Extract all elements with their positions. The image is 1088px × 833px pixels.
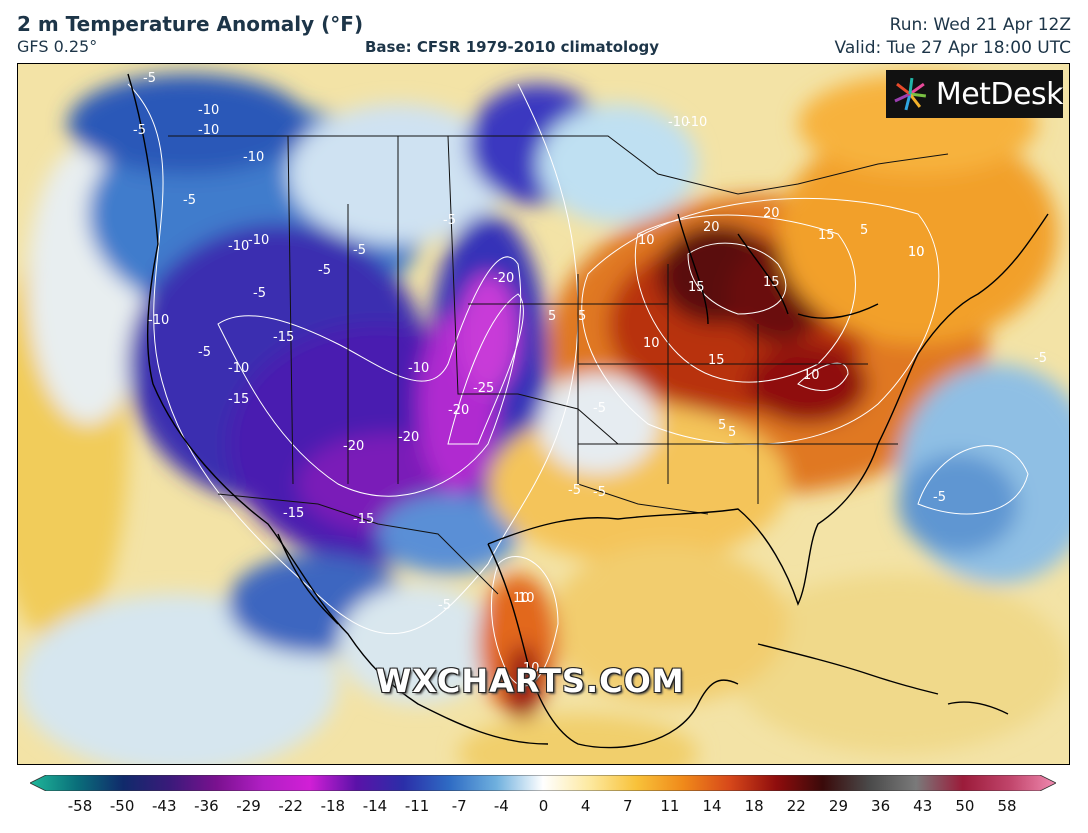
contour-label: -5 <box>1034 351 1047 366</box>
contour-label: 10 <box>643 336 660 351</box>
contour-label: -5 <box>143 71 156 86</box>
colorbar-tick-label: -36 <box>194 797 219 815</box>
colorbar-tick-label: -4 <box>493 797 509 815</box>
colorbar-tick-label: 11 <box>660 797 680 815</box>
contour-label: -5 <box>933 490 946 505</box>
wxcharts-watermark: WXCHARTS.COM <box>376 662 685 700</box>
run-label: Run: Wed 21 Apr 12Z <box>889 15 1071 35</box>
anomaly-map-svg: -5-10-10-5-5-10-10-5-10-15-10-5-15-10-20… <box>18 64 1069 764</box>
contour-label: 10 <box>908 245 925 260</box>
contour-label: 5 <box>718 418 726 433</box>
colorbar-tick-label: -50 <box>109 797 135 815</box>
colorbar-tick-label: 58 <box>997 797 1017 815</box>
colorbar-bar <box>30 775 1056 791</box>
contour-label: -20 <box>493 271 514 286</box>
colorbar-tick-label: 18 <box>744 797 764 815</box>
colorbar-tick-label: -29 <box>236 797 261 815</box>
contour-label: 10 <box>513 591 530 606</box>
contour-label: 20 <box>763 206 780 221</box>
colorbar-tick-label: 29 <box>828 797 848 815</box>
contour-label: 5 <box>728 425 736 440</box>
contour-label: -10 <box>686 115 707 130</box>
metdesk-logo-mark-icon <box>894 77 927 111</box>
contour-label: -5 <box>438 598 451 613</box>
colorbar-tick-label: -14 <box>362 797 388 815</box>
contour-label: -5 <box>568 483 581 498</box>
contour-label: -15 <box>353 512 374 527</box>
contour-label: -10 <box>198 103 219 118</box>
colorbar-tick-label: 50 <box>955 797 975 815</box>
contour-label: -5 <box>318 263 331 278</box>
contour-label: -10 <box>408 361 429 376</box>
colorbar-tick-label: -58 <box>67 797 93 815</box>
colorbar-tick-label: -22 <box>278 797 303 815</box>
contour-label: 20 <box>703 220 720 235</box>
contour-label: -10 <box>668 115 689 130</box>
contour-label: -15 <box>273 330 294 345</box>
chart-title: 2 m Temperature Anomaly (°F) <box>17 12 364 36</box>
contour-label: -5 <box>443 213 456 228</box>
colorbar-tick-label: 22 <box>786 797 806 815</box>
contour-label: -10 <box>198 123 219 138</box>
contour-label: 15 <box>708 353 725 368</box>
contour-label: -5 <box>183 193 196 208</box>
colorbar <box>30 775 1056 791</box>
colorbar-ticks: -58 -50 -43 -36 -29 -22 -18 -14 -11 -7 -4 0 4 7 11 14 18… <box>0 797 1088 819</box>
metdesk-logo-text: MetDesk <box>935 76 1064 112</box>
contour-label: -5 <box>133 123 146 138</box>
contour-label: -20 <box>398 430 419 445</box>
contour-label: -25 <box>473 381 494 396</box>
contour-label: -10 <box>148 313 169 328</box>
contour-label: 10 <box>803 368 820 383</box>
boundaries <box>168 135 949 595</box>
contour-label: -20 <box>448 403 469 418</box>
colorbar-tick-label: 14 <box>702 797 722 815</box>
contour-label: 10 <box>523 661 540 676</box>
contour-label: 15 <box>688 280 705 295</box>
anomaly-map: -5 -10 -10 -5 -5 -10 -10 -5 -10 -15 -10 -5 -15 -10 -20… <box>17 63 1070 765</box>
contour-label: -5 <box>253 286 266 301</box>
colorbar-tick-label: -7 <box>451 797 467 815</box>
contour-label: -10 <box>228 239 249 254</box>
contour-label: 10 <box>518 591 535 606</box>
colorbar-tick-label: -18 <box>320 797 346 815</box>
metdesk-logo: MetDesk <box>886 70 1064 118</box>
contour-label: -5 <box>593 401 606 416</box>
contour-label: 5 <box>578 309 586 324</box>
contour-label: 5 <box>548 309 556 324</box>
contour-label: -5 <box>593 485 606 500</box>
contour-labels: -5-10-10-5-5-10-10-5-10-15-10-5-15-10-20… <box>133 71 1047 676</box>
contour-label: 15 <box>763 275 780 290</box>
contour-label: -15 <box>228 392 249 407</box>
colorbar-tick-label: 36 <box>871 797 891 815</box>
contour-label: -10 <box>248 233 269 248</box>
contour-label: -5 <box>353 243 366 258</box>
valid-label: Valid: Tue 27 Apr 18:00 UTC <box>834 38 1071 58</box>
contour-label: -10 <box>243 150 264 165</box>
colorbar-tick-label: 4 <box>580 797 591 815</box>
contour-label: -5 <box>198 345 211 360</box>
contour-label: -10 <box>228 361 249 376</box>
contour-label: 5 <box>860 223 868 238</box>
colorbar-tick-label: -11 <box>404 797 430 815</box>
contour-label: -20 <box>343 439 364 454</box>
colorbar-tick-label: 0 <box>538 797 549 815</box>
model-label: GFS 0.25° <box>17 37 98 56</box>
colorbar-tick-label: 43 <box>913 797 933 815</box>
contour-label: 10 <box>638 233 655 248</box>
contour-label: 15 <box>818 228 835 243</box>
colorbar-tick-label: 7 <box>622 797 633 815</box>
colorbar-tick-label: -43 <box>152 797 177 815</box>
contour-label: -15 <box>283 506 304 521</box>
anomaly-field <box>18 74 1069 764</box>
base-label: Base: CFSR 1979-2010 climatology <box>365 38 660 56</box>
coastlines <box>127 73 1049 749</box>
contour-label: 10 <box>908 245 925 260</box>
